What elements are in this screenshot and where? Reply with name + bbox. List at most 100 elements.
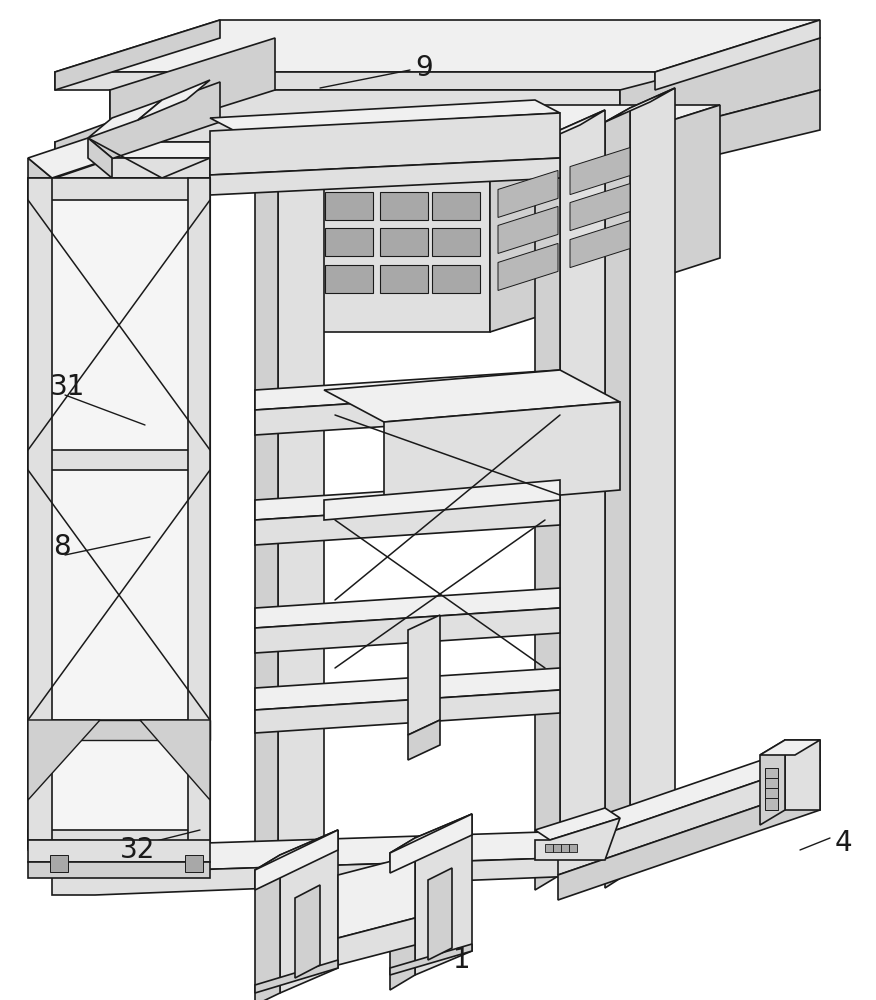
Polygon shape [310,105,720,178]
Polygon shape [28,720,100,800]
Polygon shape [28,862,210,878]
Polygon shape [88,100,162,138]
Polygon shape [765,778,778,790]
Polygon shape [760,740,785,825]
Polygon shape [390,944,472,975]
Polygon shape [390,814,472,853]
Polygon shape [325,228,373,256]
Polygon shape [384,402,620,510]
Polygon shape [255,960,338,993]
Polygon shape [255,588,560,628]
Polygon shape [560,110,605,875]
Polygon shape [162,158,210,865]
Polygon shape [558,740,820,850]
Polygon shape [605,88,675,122]
Polygon shape [432,265,480,293]
Polygon shape [28,720,210,740]
Polygon shape [28,830,210,848]
Polygon shape [765,768,778,780]
Polygon shape [112,178,162,870]
Polygon shape [324,480,560,520]
Polygon shape [655,20,820,90]
Text: 4: 4 [835,829,852,857]
Polygon shape [28,840,210,862]
Polygon shape [535,818,620,860]
Polygon shape [52,855,650,895]
Polygon shape [255,830,338,890]
Polygon shape [210,100,560,131]
Polygon shape [558,785,820,900]
Polygon shape [432,192,480,220]
Polygon shape [52,830,650,873]
Polygon shape [310,178,490,332]
Polygon shape [255,480,560,520]
Polygon shape [390,814,472,873]
Polygon shape [28,178,52,848]
Polygon shape [255,830,338,870]
Text: 9: 9 [415,54,433,82]
Polygon shape [28,840,90,848]
Polygon shape [255,668,560,710]
Polygon shape [535,130,560,890]
Polygon shape [338,855,415,938]
Polygon shape [138,80,210,120]
Text: 8: 8 [53,533,71,561]
Polygon shape [55,20,820,72]
Polygon shape [380,192,428,220]
Polygon shape [255,145,278,873]
Text: 31: 31 [50,373,85,401]
Polygon shape [569,844,577,852]
Polygon shape [338,918,415,965]
Polygon shape [210,113,560,175]
Polygon shape [498,243,558,290]
Polygon shape [210,158,560,195]
Polygon shape [278,125,324,858]
Polygon shape [545,844,553,852]
Polygon shape [498,170,558,217]
Polygon shape [28,158,52,870]
Polygon shape [255,608,560,653]
Polygon shape [630,88,675,872]
Polygon shape [760,740,820,755]
Polygon shape [255,690,560,733]
Polygon shape [380,265,428,293]
Polygon shape [620,38,820,142]
Polygon shape [110,90,620,142]
Polygon shape [188,178,210,848]
Polygon shape [428,868,452,960]
Polygon shape [28,450,210,470]
Polygon shape [88,138,112,178]
Polygon shape [432,228,480,256]
Polygon shape [765,798,778,810]
Polygon shape [55,20,220,90]
Polygon shape [535,808,620,840]
Polygon shape [110,38,275,142]
Polygon shape [324,370,620,422]
Polygon shape [415,814,472,975]
Polygon shape [498,206,558,253]
Polygon shape [325,265,373,293]
Polygon shape [605,108,630,888]
Polygon shape [620,90,820,178]
Polygon shape [255,125,324,160]
Polygon shape [570,184,630,231]
Polygon shape [570,148,630,195]
Polygon shape [561,844,569,852]
Polygon shape [255,855,280,1000]
Polygon shape [55,72,655,90]
Polygon shape [50,855,68,872]
Polygon shape [28,720,210,740]
Polygon shape [325,192,373,220]
Polygon shape [570,221,630,268]
Polygon shape [490,105,720,332]
Polygon shape [185,855,203,872]
Polygon shape [28,178,210,200]
Polygon shape [553,844,561,852]
Polygon shape [55,142,620,158]
Polygon shape [408,615,440,735]
Polygon shape [28,138,112,178]
Polygon shape [380,228,428,256]
Polygon shape [255,370,560,410]
Polygon shape [88,138,162,178]
Polygon shape [140,720,210,800]
